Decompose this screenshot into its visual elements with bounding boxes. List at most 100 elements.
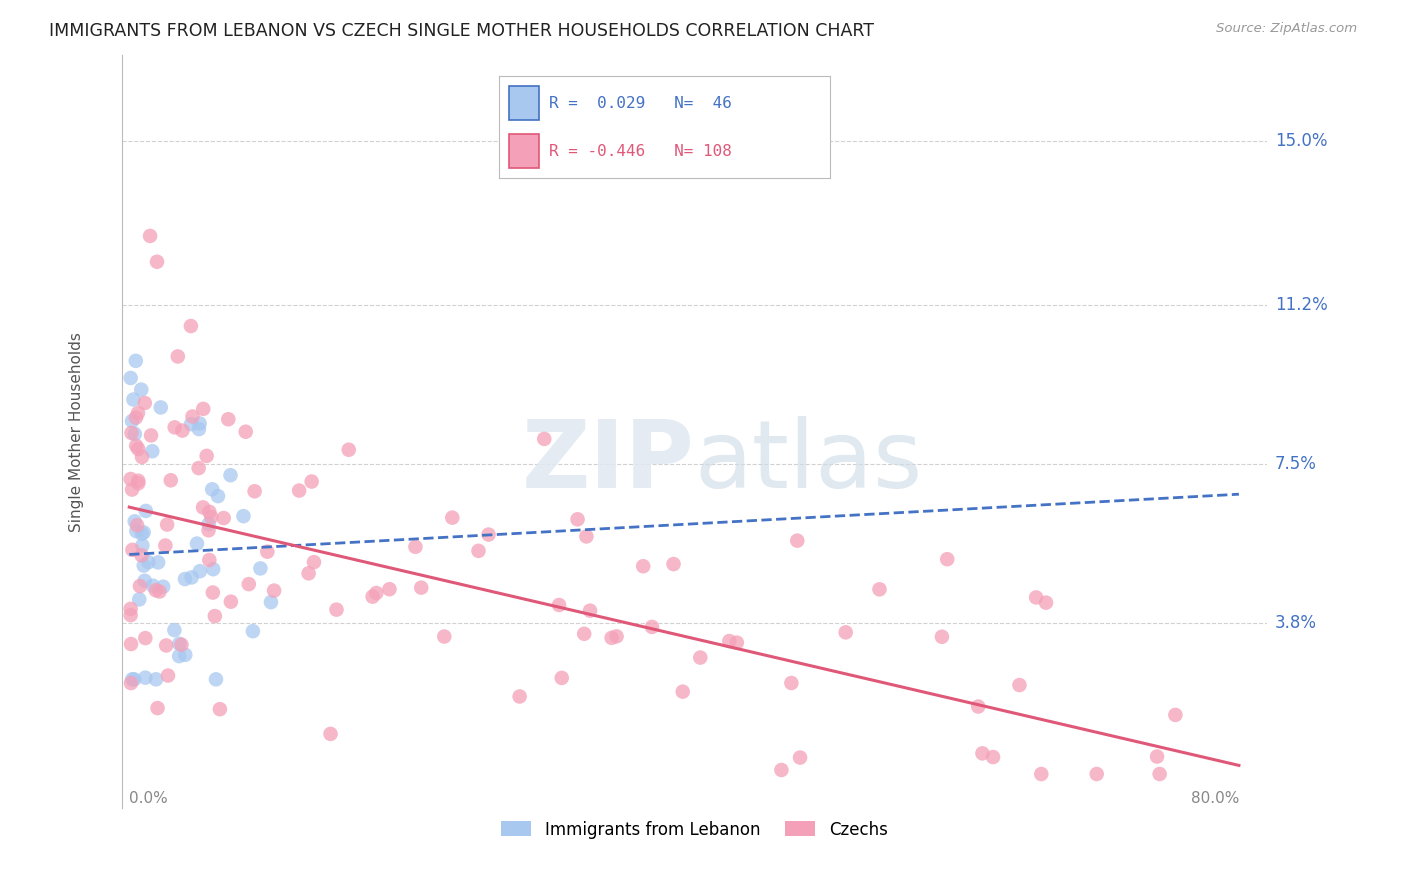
- Point: [131, 526, 153, 541]
- Point: [575, 529, 598, 543]
- Text: 15.0%: 15.0%: [1275, 132, 1327, 150]
- Point: [972, 747, 994, 761]
- Point: [288, 483, 311, 498]
- Point: [197, 523, 219, 537]
- Point: [217, 412, 239, 426]
- Point: [180, 319, 202, 334]
- Point: [319, 727, 342, 741]
- Point: [163, 623, 186, 637]
- Point: [967, 699, 990, 714]
- Point: [120, 637, 142, 651]
- Point: [263, 583, 285, 598]
- Point: [1008, 678, 1031, 692]
- Point: [579, 604, 602, 618]
- Text: IMMIGRANTS FROM LEBANON VS CZECH SINGLE MOTHER HOUSEHOLDS CORRELATION CHART: IMMIGRANTS FROM LEBANON VS CZECH SINGLE …: [49, 22, 875, 40]
- Point: [770, 763, 793, 777]
- Text: Source: ZipAtlas.com: Source: ZipAtlas.com: [1216, 22, 1357, 36]
- Point: [600, 631, 623, 645]
- Point: [1149, 767, 1171, 781]
- Point: [249, 561, 271, 575]
- Point: [260, 595, 283, 609]
- Point: [1025, 591, 1047, 605]
- Point: [127, 518, 149, 533]
- Text: atlas: atlas: [695, 416, 922, 508]
- Point: [145, 583, 167, 598]
- Point: [166, 350, 188, 364]
- Point: [207, 489, 229, 503]
- Point: [204, 609, 226, 624]
- Point: [131, 538, 153, 552]
- Point: [163, 420, 186, 434]
- Point: [124, 514, 146, 528]
- Point: [146, 254, 169, 268]
- Point: [243, 484, 266, 499]
- Point: [195, 449, 218, 463]
- Point: [193, 401, 215, 416]
- Point: [186, 536, 208, 550]
- Point: [366, 586, 388, 600]
- Point: [121, 673, 143, 687]
- Point: [477, 527, 499, 541]
- Point: [167, 649, 190, 664]
- Text: 0.0%: 0.0%: [129, 791, 167, 806]
- Point: [198, 505, 221, 519]
- Point: [238, 577, 260, 591]
- Point: [689, 650, 711, 665]
- Point: [1146, 749, 1168, 764]
- Point: [156, 668, 179, 682]
- Point: [122, 673, 145, 687]
- Text: 11.2%: 11.2%: [1275, 296, 1327, 314]
- Point: [132, 558, 155, 573]
- Point: [467, 544, 489, 558]
- Point: [127, 474, 149, 488]
- Point: [298, 566, 321, 581]
- Point: [121, 542, 143, 557]
- Point: [337, 442, 360, 457]
- Point: [135, 504, 157, 518]
- Text: R = -0.446   N= 108: R = -0.446 N= 108: [548, 144, 731, 159]
- Point: [256, 544, 278, 558]
- Text: ZIP: ZIP: [522, 416, 695, 508]
- Point: [134, 574, 156, 588]
- Point: [780, 676, 803, 690]
- Point: [574, 627, 596, 641]
- Point: [301, 475, 323, 489]
- Point: [180, 417, 202, 432]
- Point: [834, 625, 856, 640]
- Point: [134, 631, 156, 645]
- Point: [1031, 767, 1053, 781]
- Point: [125, 524, 148, 538]
- Point: [120, 602, 142, 616]
- Point: [202, 562, 225, 576]
- Point: [302, 555, 325, 569]
- Point: [188, 422, 211, 436]
- Point: [131, 450, 153, 464]
- Point: [208, 702, 231, 716]
- Point: [172, 424, 194, 438]
- Point: [197, 517, 219, 532]
- Point: [1085, 767, 1108, 781]
- Point: [128, 592, 150, 607]
- Point: [146, 701, 169, 715]
- Point: [139, 428, 162, 442]
- FancyBboxPatch shape: [509, 135, 538, 168]
- Point: [325, 602, 347, 616]
- Point: [156, 517, 179, 532]
- Text: Single Mother Households: Single Mother Households: [69, 332, 84, 532]
- Point: [180, 570, 202, 584]
- Point: [1035, 596, 1057, 610]
- Point: [242, 624, 264, 639]
- Point: [125, 439, 148, 453]
- Point: [567, 512, 589, 526]
- Point: [672, 684, 695, 698]
- Point: [198, 553, 221, 567]
- Point: [121, 425, 143, 440]
- Point: [142, 579, 165, 593]
- Point: [146, 555, 169, 569]
- Point: [120, 371, 142, 385]
- Point: [131, 549, 153, 563]
- Point: [433, 630, 456, 644]
- Point: [606, 629, 628, 643]
- Point: [134, 396, 156, 410]
- Point: [786, 533, 808, 548]
